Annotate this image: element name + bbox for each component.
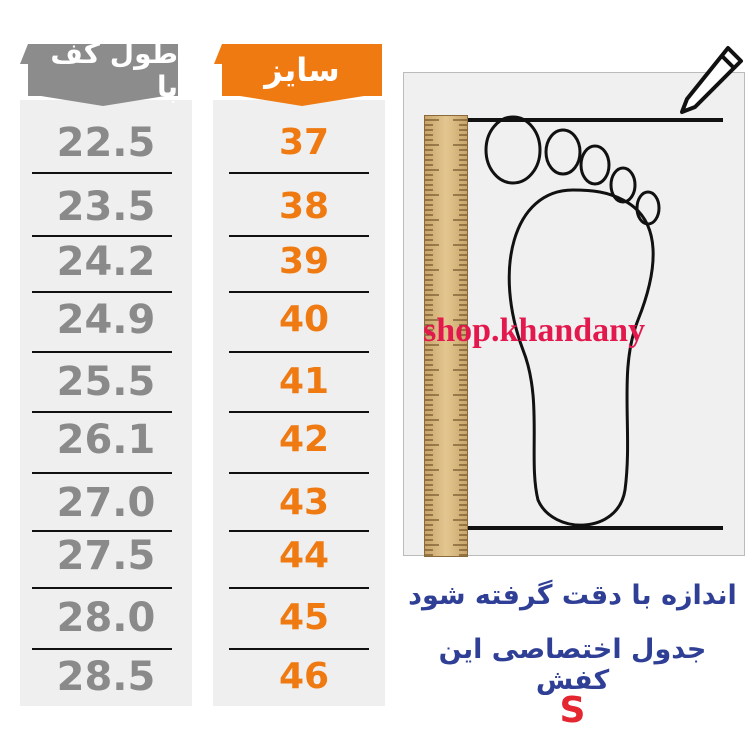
row-divider	[229, 648, 369, 650]
size-value: 44	[278, 535, 330, 576]
size-value: 41	[278, 361, 330, 402]
row-divider	[32, 291, 172, 293]
size-value: 40	[278, 299, 330, 340]
foot-length-value: 25.5	[56, 359, 156, 405]
size-value: 38	[278, 186, 330, 227]
size-value: 39	[278, 241, 330, 282]
row-divider	[32, 530, 172, 532]
foot-length-value: 26.1	[56, 417, 156, 463]
foot-outline	[463, 46, 743, 530]
foot-length-header: طول کف پا	[20, 37, 178, 106]
row-divider	[229, 411, 369, 413]
size-value: 43	[278, 482, 330, 523]
row-divider	[229, 472, 369, 474]
row-divider	[229, 235, 369, 237]
row-divider	[32, 472, 172, 474]
note-line-1: اندازه با دقت گرفته شود	[408, 580, 737, 611]
row-divider	[229, 587, 369, 589]
foot-length-value: 27.0	[56, 480, 156, 526]
size-value: 45	[278, 597, 330, 638]
foot-length-value: 23.5	[56, 184, 156, 230]
row-divider	[32, 648, 172, 650]
size-header: سایز	[214, 44, 382, 106]
row-divider	[32, 172, 172, 174]
size-value: 46	[278, 656, 330, 697]
ruler	[424, 115, 468, 557]
watermark: shop.khandany	[423, 312, 646, 349]
row-divider	[229, 291, 369, 293]
row-divider	[229, 351, 369, 353]
foot-length-value: 27.5	[56, 533, 156, 579]
row-divider	[32, 411, 172, 413]
row-divider	[32, 235, 172, 237]
note-line-2: جدول اختصاصی این کفش	[438, 634, 707, 697]
row-divider	[32, 587, 172, 589]
size-value: 37	[278, 122, 330, 163]
foot-length-value: 24.2	[56, 239, 156, 285]
row-divider	[32, 351, 172, 353]
foot-length-value: 28.0	[56, 595, 156, 641]
size-column	[213, 100, 385, 706]
row-divider	[229, 172, 369, 174]
foot-length-value: 28.5	[56, 654, 156, 700]
foot-length-value: 24.9	[56, 297, 156, 343]
size-value: 42	[278, 419, 330, 460]
foot-length-value: 22.5	[56, 120, 156, 166]
row-divider	[229, 530, 369, 532]
size-code: S	[559, 690, 586, 731]
foot-length-column	[20, 100, 192, 706]
pencil-icon	[680, 46, 743, 114]
